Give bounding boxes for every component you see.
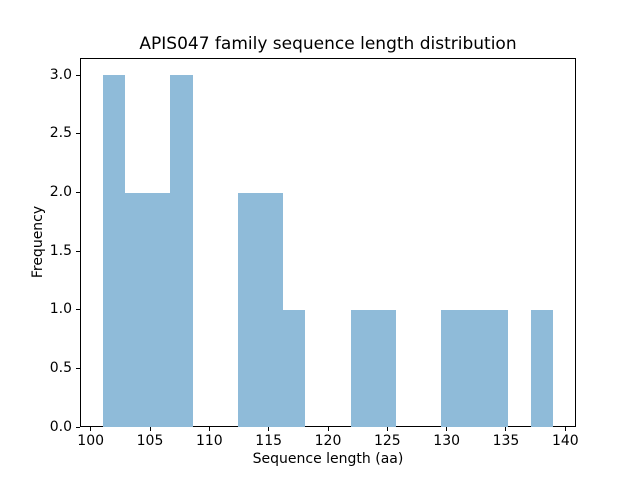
- histogram-bar: [530, 309, 554, 428]
- y-tick-label: 3.0: [49, 66, 72, 83]
- y-tick-label: 1.5: [49, 242, 72, 259]
- y-tick: [76, 133, 80, 135]
- x-tick-label: 125: [373, 433, 401, 450]
- x-tick: [505, 427, 507, 432]
- y-tick-label: 2.0: [49, 184, 72, 201]
- y-tick: [76, 309, 80, 311]
- histogram-bar: [170, 75, 193, 428]
- x-tick: [90, 427, 92, 432]
- histogram-bar: [237, 192, 261, 428]
- chart-title: APIS047 family sequence length distribut…: [139, 34, 517, 54]
- x-tick-label: 100: [77, 433, 105, 450]
- x-tick: [386, 427, 388, 432]
- histogram-bar: [125, 192, 148, 428]
- plot-area: [80, 57, 576, 428]
- x-tick: [446, 427, 448, 432]
- y-tick-label: 0.5: [49, 360, 72, 377]
- x-tick: [327, 427, 329, 432]
- y-tick: [76, 368, 80, 370]
- x-tick-label: 135: [492, 433, 520, 450]
- histogram-bar: [373, 309, 396, 428]
- x-axis-label: Sequence length (aa): [252, 451, 404, 467]
- x-tick-label: 115: [255, 433, 283, 450]
- y-tick-label: 2.5: [49, 125, 72, 142]
- x-tick: [208, 427, 210, 432]
- x-tick-label: 120: [314, 433, 342, 450]
- y-tick-label: 1.0: [49, 301, 72, 318]
- histogram-bar: [260, 192, 283, 428]
- histogram-bar: [350, 309, 374, 428]
- x-tick-label: 105: [136, 433, 164, 450]
- histogram-bar: [440, 309, 464, 428]
- x-tick-label: 130: [433, 433, 461, 450]
- y-tick: [76, 426, 80, 428]
- histogram-bar: [147, 192, 171, 428]
- x-tick-label: 110: [195, 433, 223, 450]
- histogram-bar: [463, 309, 486, 428]
- x-tick: [149, 427, 151, 432]
- y-tick: [76, 250, 80, 252]
- histogram-bar: [282, 309, 306, 428]
- y-tick-label: 0.0: [49, 418, 72, 435]
- histogram-bar: [485, 309, 509, 428]
- y-tick: [76, 74, 80, 76]
- y-tick: [76, 192, 80, 194]
- x-tick: [564, 427, 566, 432]
- histogram-bar: [102, 75, 126, 428]
- x-tick: [268, 427, 270, 432]
- x-tick-label: 140: [551, 433, 579, 450]
